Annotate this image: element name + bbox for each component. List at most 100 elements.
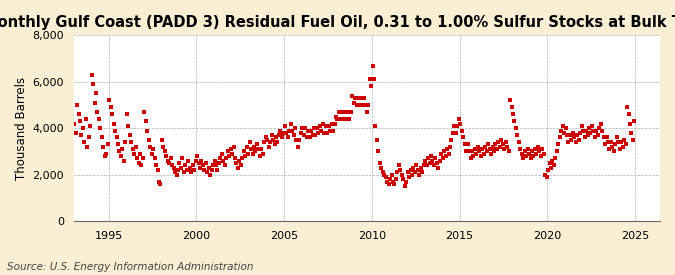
Point (626, 131, 637, 135)
Point (104, 98, 115, 103)
Point (300, 126, 310, 130)
Point (595, 121, 606, 126)
Point (464, 149, 475, 154)
Point (154, 179, 165, 184)
Point (143, 138, 154, 142)
Point (298, 133, 309, 137)
Point (454, 117, 464, 121)
Point (80, 117, 91, 121)
Point (386, 172, 397, 177)
Point (244, 140, 255, 144)
Point (551, 149, 562, 154)
Point (389, 182, 400, 186)
Point (272, 140, 283, 144)
Point (588, 128, 599, 133)
Point (538, 152, 549, 156)
Point (279, 124, 290, 128)
Point (415, 166, 426, 170)
Point (620, 142, 631, 147)
Point (285, 121, 296, 126)
Point (472, 145, 483, 149)
Point (304, 135, 315, 140)
Point (450, 131, 461, 135)
Point (348, 100, 359, 105)
Point (446, 138, 457, 142)
Point (189, 168, 200, 172)
Point (103, 142, 113, 147)
Point (414, 172, 425, 177)
Point (537, 147, 547, 151)
Point (180, 163, 190, 167)
Point (379, 172, 389, 177)
Point (572, 133, 583, 137)
Point (184, 166, 195, 170)
Point (227, 152, 238, 156)
Point (291, 138, 302, 142)
Point (417, 170, 428, 174)
Point (262, 138, 273, 142)
Point (394, 163, 404, 167)
Point (173, 168, 184, 172)
Point (441, 147, 452, 151)
Point (86, 73, 97, 77)
Point (126, 140, 136, 144)
Point (97, 135, 107, 140)
Point (76, 133, 87, 137)
Point (263, 145, 274, 149)
Point (288, 133, 299, 137)
Point (243, 152, 254, 156)
Point (101, 152, 112, 156)
Point (69, 121, 80, 126)
Point (222, 149, 233, 154)
Point (479, 152, 489, 156)
Point (375, 161, 385, 165)
Point (246, 147, 256, 151)
Point (202, 170, 213, 174)
Point (524, 152, 535, 156)
Point (605, 140, 616, 144)
Title: Monthly Gulf Coast (PADD 3) Residual Fuel Oil, 0.31 to 1.00% Sulfur Stocks at Bu: Monthly Gulf Coast (PADD 3) Residual Fue… (0, 15, 675, 30)
Point (221, 156, 232, 161)
Point (559, 131, 570, 135)
Point (610, 142, 621, 147)
Point (335, 117, 346, 121)
Point (558, 124, 568, 128)
Point (362, 103, 373, 107)
Point (123, 124, 134, 128)
Point (124, 133, 135, 137)
Point (203, 166, 214, 170)
Point (284, 128, 294, 133)
Point (518, 156, 529, 161)
Point (218, 158, 229, 163)
Point (503, 149, 514, 154)
Point (382, 179, 393, 184)
Point (575, 131, 586, 135)
Point (354, 103, 364, 107)
Point (584, 126, 595, 130)
Point (228, 145, 239, 149)
Point (146, 152, 157, 156)
Point (376, 166, 387, 170)
Point (332, 117, 343, 121)
Point (329, 121, 340, 126)
Point (380, 175, 391, 179)
Point (82, 145, 92, 149)
Point (508, 112, 518, 116)
Point (136, 163, 147, 167)
Point (219, 163, 230, 167)
Point (418, 163, 429, 167)
Point (366, 84, 377, 89)
Point (603, 140, 614, 144)
Point (528, 154, 539, 158)
Point (402, 170, 413, 174)
Point (477, 147, 487, 151)
Point (408, 166, 419, 170)
Point (614, 147, 625, 151)
Point (139, 110, 150, 114)
Point (113, 142, 124, 147)
Point (148, 147, 159, 151)
Point (190, 158, 201, 163)
Point (217, 152, 227, 156)
Point (161, 154, 171, 158)
Point (215, 156, 225, 161)
